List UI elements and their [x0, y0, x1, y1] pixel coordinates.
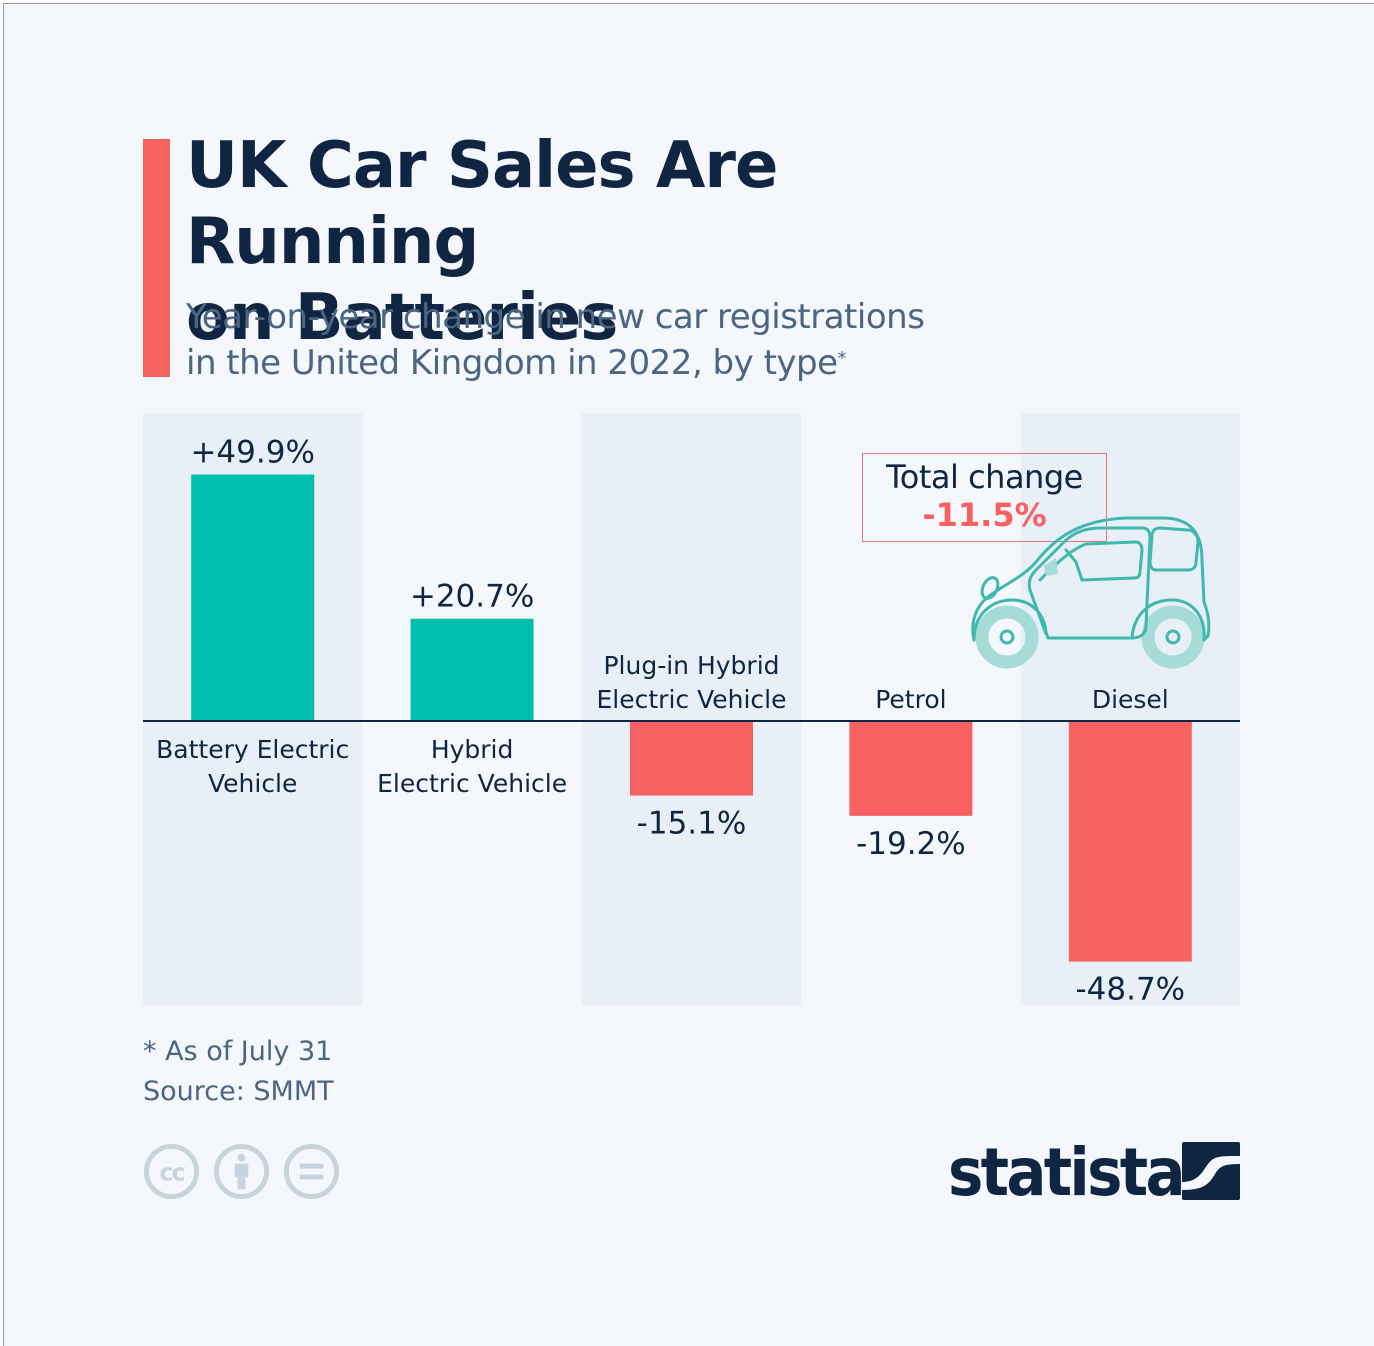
bar-3 — [630, 721, 753, 796]
statista-logo-icon — [1182, 1142, 1240, 1200]
footnote-note: * As of July 31 — [143, 1036, 333, 1067]
title-line-1: UK Car Sales Are Running — [186, 129, 778, 279]
category-label-1: Vehicle — [208, 769, 297, 798]
no-derivatives-icon[interactable] — [283, 1143, 340, 1200]
category-label-4: Petrol — [875, 685, 946, 714]
data-label-4: -19.2% — [856, 826, 966, 862]
license-icons: cc — [143, 1143, 340, 1200]
subtitle-line-2-text: in the United Kingdom in 2022, by type — [186, 343, 838, 383]
attribution-icon[interactable] — [213, 1143, 270, 1200]
source-text: Source: SMMT — [143, 1076, 334, 1107]
total-change-box: Total change -11.5% — [862, 453, 1107, 542]
title-line-2: on Batteries — [186, 281, 618, 355]
data-label-3: -15.1% — [637, 806, 747, 842]
data-label-5: -48.7% — [1075, 972, 1185, 1008]
category-label-3: Plug-in Hybrid — [603, 651, 779, 680]
cc-icon[interactable]: cc — [143, 1143, 200, 1200]
total-change-value: -11.5% — [922, 496, 1047, 534]
subtitle-footnote-marker: * — [837, 348, 847, 369]
statista-logo[interactable]: statista — [948, 1134, 1240, 1211]
svg-text:cc: cc — [159, 1158, 184, 1186]
bar-2 — [410, 618, 534, 721]
subtitle-line-2: in the United Kingdom in 2022, by type* — [186, 340, 1086, 386]
category-label-2: Hybrid — [431, 735, 514, 764]
column-band — [581, 413, 802, 1005]
subtitle-line-1: Year-on-year change in new car registrat… — [186, 297, 925, 337]
chart-title: UK Car Sales Are Running on Batteries — [186, 128, 1086, 356]
bar-5 — [1068, 721, 1192, 962]
category-label-3: Electric Vehicle — [597, 685, 787, 714]
chart-subtitle: Year-on-year change in new car registrat… — [186, 294, 1086, 386]
category-label-1: Battery Electric — [156, 735, 349, 764]
data-label-1: +49.9% — [190, 434, 314, 470]
data-label-2: +20.7% — [410, 579, 534, 615]
category-label-5: Diesel — [1092, 685, 1169, 714]
statista-wordmark: statista — [948, 1134, 1186, 1211]
bar-1 — [191, 474, 315, 721]
title-accent-bar — [143, 139, 170, 377]
total-change-label: Total change — [886, 458, 1083, 496]
car-icon — [971, 516, 1211, 669]
category-label-2: Electric Vehicle — [377, 769, 567, 798]
footnote: * As of July 31 Source: SMMT — [143, 1032, 334, 1112]
bar-4 — [849, 721, 973, 816]
